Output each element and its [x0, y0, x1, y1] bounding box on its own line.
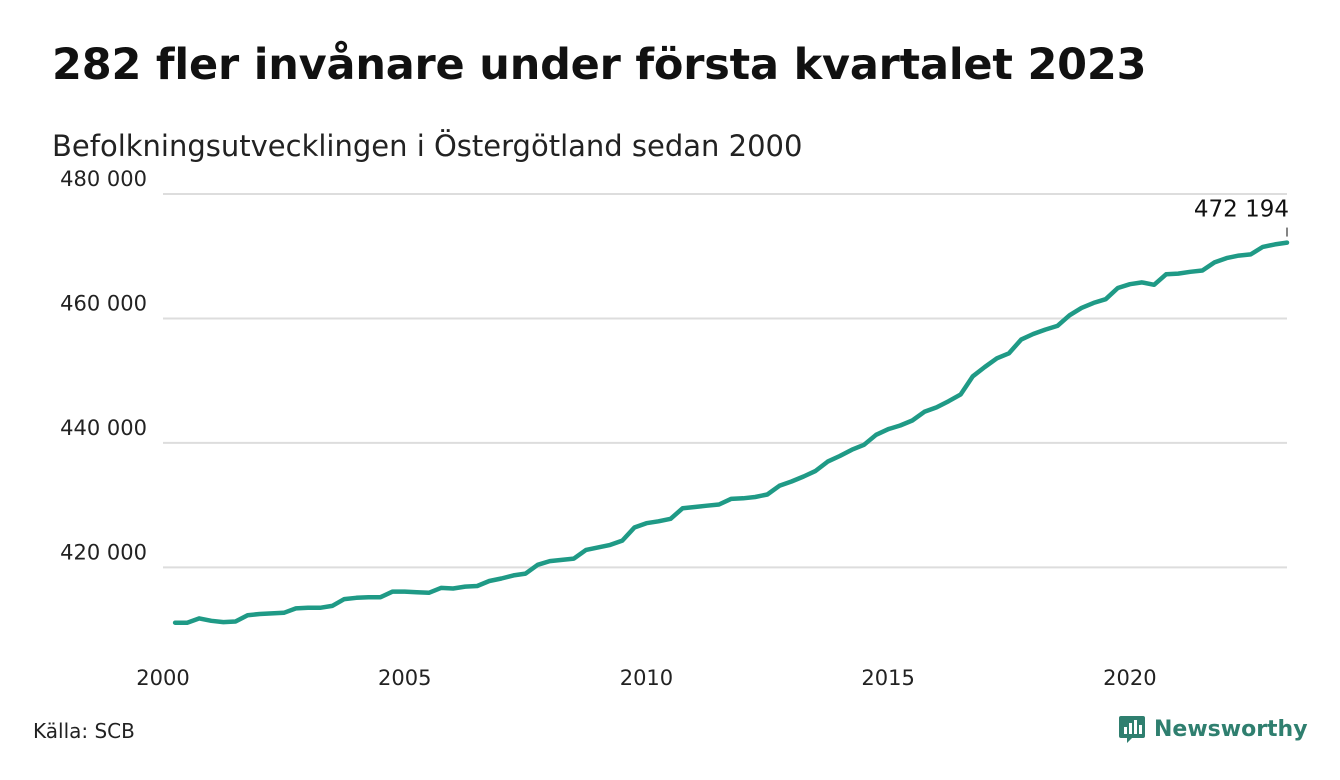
x-tick-label: 2000 [136, 666, 189, 690]
series [172, 240, 1290, 625]
x-tick-label: 2010 [620, 666, 673, 690]
x-tick-label: 2005 [378, 666, 431, 690]
y-tick-label: 440 000 [60, 416, 147, 440]
annotation-label: 472 194 [1194, 197, 1289, 223]
series-line [172, 240, 1290, 625]
brand-name: Newsworthy [1154, 716, 1308, 742]
chart-subtitle: Befolkningsutvecklingen i Östergötland s… [52, 129, 803, 163]
y-tick-label: 460 000 [60, 291, 147, 315]
annotations: 472 194 [1194, 197, 1289, 237]
x-axis-ticks: 2000 2005 2010 2015 2020 [136, 666, 1156, 690]
y-tick-label: 480 000 [60, 167, 147, 191]
brand-logo[interactable]: Newsworthy [1118, 714, 1308, 744]
gridlines [163, 193, 1287, 569]
source-note: Källa: SCB [33, 719, 135, 743]
x-tick-label: 2015 [861, 666, 914, 690]
y-axis-ticks: 420 000 440 000 460 000 480 000 [60, 167, 147, 564]
bar-chart-icon [1119, 716, 1145, 743]
x-tick-label: 2020 [1103, 666, 1156, 690]
y-tick-label: 420 000 [60, 540, 147, 564]
chart-title: 282 fler invånare under första kvartalet… [52, 40, 1147, 90]
